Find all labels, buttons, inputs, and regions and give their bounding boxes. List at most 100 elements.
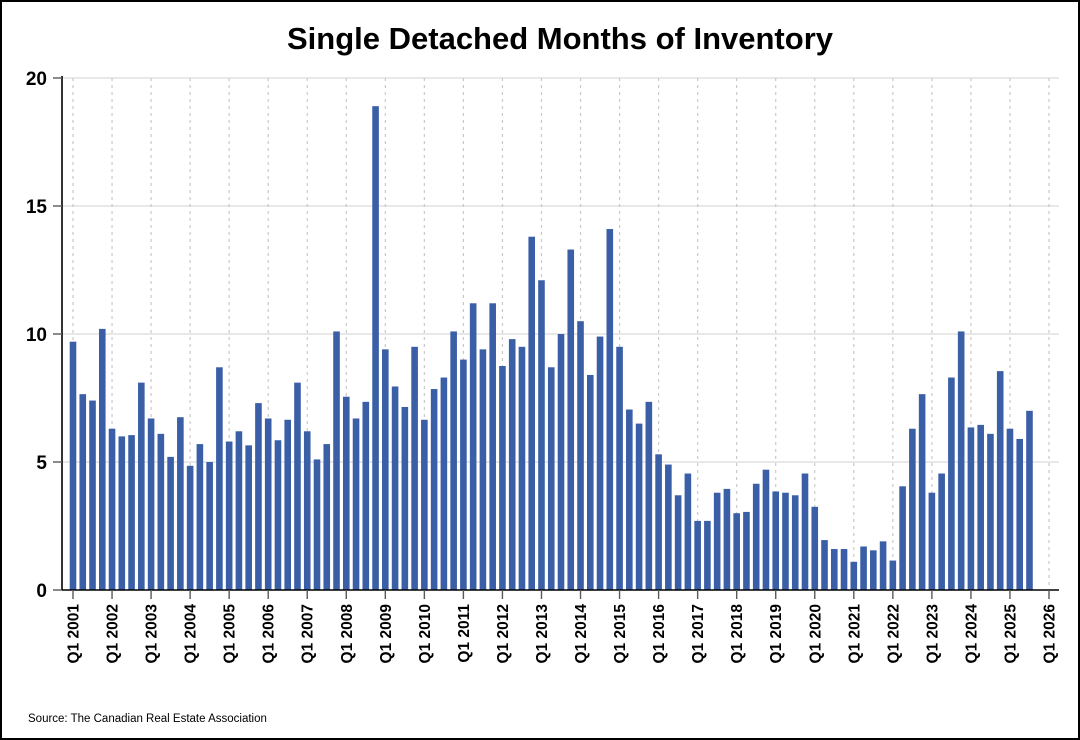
- bar-Q4-2016: [684, 473, 692, 590]
- bar-Q3-2021: [870, 550, 877, 590]
- bar-Q2-2023: [938, 473, 945, 590]
- x-tick-label-Q1-2011: Q1 2011: [456, 604, 473, 663]
- bar-Q3-2010: [440, 377, 448, 590]
- x-tick-label-Q1-2017: Q1 2017: [690, 604, 707, 663]
- bar-Q4-2010: [450, 331, 457, 590]
- bar-Q2-2005: [235, 431, 243, 590]
- bar-Q2-2011: [469, 303, 477, 590]
- bar-Q4-2012: [528, 236, 536, 590]
- bar-Q2-2021: [860, 546, 867, 590]
- x-tick-label-Q1-2008: Q1 2008: [339, 604, 356, 664]
- bar-Q1-2017: [694, 520, 701, 590]
- bar-Q4-2008: [372, 106, 379, 590]
- bar-Q2-2017: [704, 520, 711, 590]
- bar-Q2-2016: [665, 464, 672, 590]
- bar-Q4-2014: [606, 229, 614, 591]
- bar-Q3-2008: [362, 401, 370, 590]
- bar-Q3-2016: [674, 495, 682, 590]
- bar-Q4-2022: [918, 394, 926, 590]
- bar-Q3-2020: [830, 549, 838, 590]
- bar-Q3-2015: [635, 423, 643, 590]
- x-tick-label-Q1-2013: Q1 2013: [534, 604, 551, 664]
- bar-Q3-2025: [1026, 410, 1033, 590]
- x-tick-label-Q1-2010: Q1 2010: [417, 604, 434, 663]
- y-tick-label-20: 20: [26, 69, 47, 90]
- bar-Q4-2013: [567, 249, 575, 590]
- bar-Q1-2015: [616, 346, 623, 590]
- bar-Q2-2001: [79, 394, 87, 590]
- bar-Q2-2020: [821, 540, 828, 590]
- bar-Q3-2009: [401, 406, 409, 590]
- x-tick-label-Q1-2014: Q1 2014: [573, 604, 590, 664]
- x-tick-label-Q1-2012: Q1 2012: [495, 604, 512, 663]
- bar-Q3-2024: [987, 433, 994, 590]
- bar-Q3-2023: [948, 377, 955, 590]
- bar-Q1-2025: [1006, 428, 1014, 590]
- x-tick-label-Q1-2015: Q1 2015: [612, 604, 629, 664]
- bar-Q4-2009: [411, 346, 418, 590]
- bar-Q4-2004: [216, 367, 223, 590]
- bar-Q3-2001: [89, 400, 96, 590]
- bar-Q2-2012: [508, 339, 516, 590]
- y-axis-tick-labels: 0 5 10 15 20: [26, 69, 62, 602]
- bar-Q2-2019: [782, 492, 789, 590]
- x-tick-label-Q1-2020: Q1 2020: [807, 604, 824, 663]
- x-axis-tick-labels: Q1 2001 Q1 2002 Q1 2003 Q1 2004 Q1 2005 Q1 20…: [66, 590, 1059, 663]
- x-tick-label-Q1-2016: Q1 2016: [651, 604, 668, 664]
- chart-title: Single Detached Months of Inventory: [287, 21, 834, 56]
- bar-Q4-2001: [98, 328, 106, 590]
- bar-Q4-2011: [489, 303, 496, 590]
- bar-Q2-2004: [196, 444, 204, 590]
- x-tick-label-Q1-2005: Q1 2005: [222, 604, 239, 664]
- bar-Q1-2022: [889, 560, 897, 590]
- x-tick-label-Q1-2025: Q1 2025: [1002, 604, 1019, 664]
- x-tick-label-Q1-2022: Q1 2022: [885, 604, 902, 663]
- bar-Q2-2025: [1016, 438, 1024, 590]
- y-tick-label-5: 5: [36, 453, 47, 474]
- bar-Q3-2006: [284, 419, 292, 590]
- bar-Q2-2002: [118, 436, 126, 590]
- bar-Q4-2024: [996, 371, 1004, 590]
- bar-Q1-2009: [382, 349, 389, 590]
- bar-Q1-2005: [225, 441, 233, 590]
- x-tick-label-Q1-2002: Q1 2002: [105, 604, 122, 663]
- bar-Q4-2023: [957, 331, 965, 590]
- bar-series: [69, 106, 1033, 591]
- y-tick-label-15: 15: [26, 197, 48, 218]
- bar-Q4-2002: [138, 382, 145, 590]
- bar-Q1-2014: [577, 321, 584, 590]
- bar-Q1-2016: [655, 454, 662, 590]
- x-tick-label-Q1-2007: Q1 2007: [300, 604, 317, 663]
- x-tick-label-Q1-2026: Q1 2026: [1042, 604, 1059, 664]
- bar-Q3-2014: [596, 336, 604, 590]
- bar-Q3-2013: [557, 334, 565, 590]
- bar-Q1-2023: [928, 492, 936, 590]
- bar-Q4-2020: [840, 549, 848, 590]
- bar-Q2-2009: [391, 386, 399, 590]
- x-tick-label-Q1-2019: Q1 2019: [768, 604, 785, 664]
- bar-Q4-2021: [879, 541, 887, 590]
- bar-Q2-2006: [274, 440, 282, 590]
- bar-Q1-2006: [264, 418, 272, 590]
- bar-Q4-2018: [762, 469, 770, 590]
- x-tick-label-Q1-2009: Q1 2009: [378, 604, 395, 664]
- bar-Q3-2018: [752, 483, 760, 590]
- bar-Q2-2022: [899, 486, 906, 590]
- bar-Q3-2007: [323, 444, 331, 590]
- bar-Q1-2019: [772, 491, 780, 590]
- x-tick-label-Q1-2006: Q1 2006: [261, 604, 278, 664]
- bar-Q1-2004: [186, 465, 194, 590]
- bar-Q1-2012: [499, 366, 506, 590]
- bar-Q1-2001: [69, 341, 77, 590]
- bar-Q1-2021: [850, 561, 858, 590]
- bar-Q3-2019: [791, 495, 799, 590]
- x-tick-label-Q1-2001: Q1 2001: [66, 604, 83, 664]
- bar-Q1-2024: [967, 427, 975, 590]
- bar-Q4-2017: [723, 488, 731, 590]
- bar-Q4-2019: [801, 473, 809, 590]
- bar-Q1-2011: [460, 359, 467, 590]
- bar-Q3-2011: [479, 349, 487, 590]
- gridlines: [62, 77, 1059, 590]
